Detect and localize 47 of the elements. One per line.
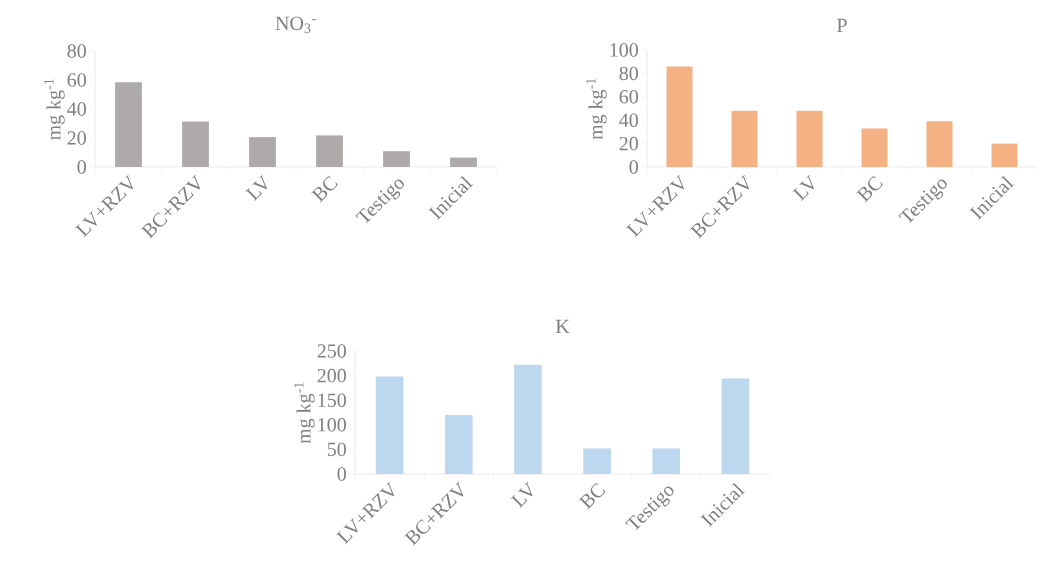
bar bbox=[652, 448, 681, 474]
bar bbox=[375, 376, 404, 474]
y-tick-label: 60 bbox=[67, 73, 86, 87]
y-tick-label: 0 bbox=[629, 160, 638, 174]
bar bbox=[182, 121, 209, 167]
y-tick-label: 20 bbox=[67, 131, 86, 145]
y-tick-label: 80 bbox=[67, 44, 86, 58]
bar bbox=[583, 448, 611, 474]
y-tick-label: 200 bbox=[317, 368, 346, 383]
y-tick-label: 100 bbox=[610, 43, 638, 57]
y-tick-label: 50 bbox=[327, 442, 346, 457]
x-tick-label: BC bbox=[578, 482, 606, 510]
chart-title: P bbox=[837, 18, 847, 32]
bar bbox=[514, 364, 542, 474]
bar bbox=[666, 66, 693, 167]
bar bbox=[249, 137, 276, 167]
y-tick-label: 60 bbox=[619, 90, 638, 104]
chart-title: NO$_{3}$- bbox=[275, 16, 316, 33]
y-tick-label: 150 bbox=[318, 393, 346, 407]
y-tick-label: 80 bbox=[619, 66, 638, 81]
y-tick-label: 100 bbox=[318, 418, 346, 432]
y-axis-title: mg kg$^{-1}$ bbox=[294, 382, 315, 444]
y-tick-label: 250 bbox=[317, 344, 346, 358]
bar bbox=[383, 151, 410, 167]
y-tick-label: 0 bbox=[337, 467, 346, 481]
x-tick-label: LV bbox=[245, 174, 268, 201]
bar bbox=[444, 414, 473, 474]
bar bbox=[991, 143, 1018, 167]
x-tick-label: LV bbox=[792, 174, 815, 201]
x-tick-label: LV bbox=[510, 481, 533, 508]
y-tick-label: 0 bbox=[77, 160, 86, 174]
bar bbox=[115, 82, 142, 167]
y-tick-label: 40 bbox=[619, 113, 638, 127]
bar bbox=[721, 378, 750, 474]
y-tick-label: 20 bbox=[619, 136, 638, 151]
chart-title: K bbox=[555, 319, 570, 333]
y-axis-title: mg kg$^{-1}$ bbox=[586, 78, 607, 140]
x-tick-label: BC bbox=[856, 175, 883, 203]
bar bbox=[861, 128, 888, 167]
bar bbox=[731, 110, 758, 167]
y-tick-label: 40 bbox=[67, 102, 86, 116]
x-tick-label: BC bbox=[311, 175, 338, 203]
bar bbox=[450, 157, 477, 167]
bar bbox=[316, 135, 343, 167]
bar bbox=[796, 110, 823, 167]
y-axis-title: mg kg$^{-1}$ bbox=[44, 79, 65, 141]
bar bbox=[926, 121, 953, 167]
